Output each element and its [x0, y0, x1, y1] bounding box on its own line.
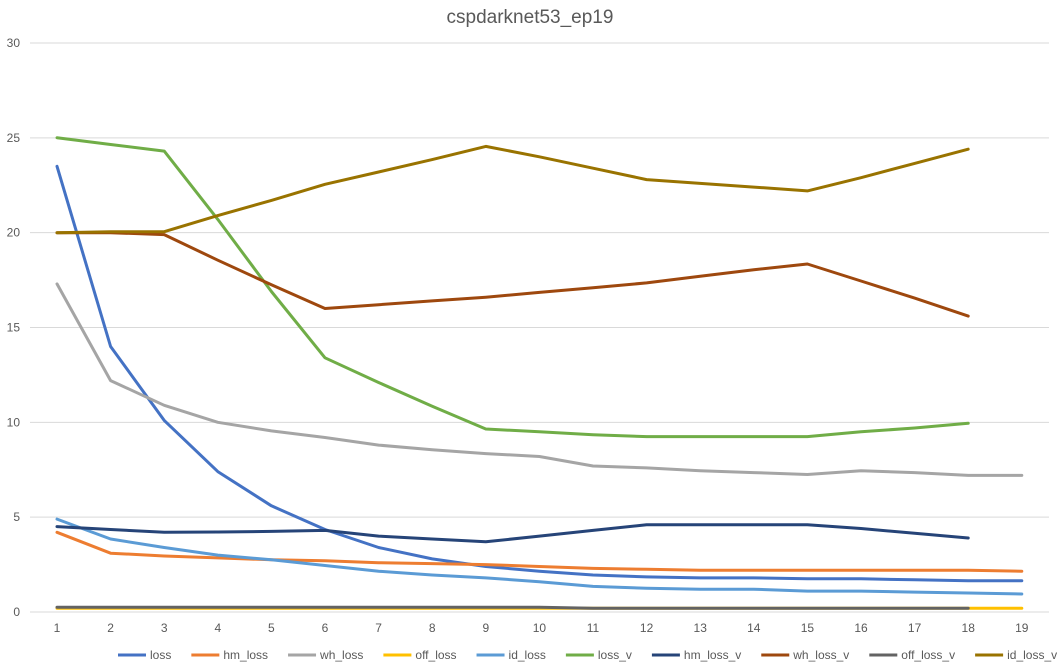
x-tick-label: 8 [429, 621, 436, 635]
series-line-hm-loss [55, 530, 1024, 573]
x-tick-label: 17 [908, 621, 922, 635]
x-tick-label: 1 [54, 621, 61, 635]
x-tick-label: 3 [161, 621, 168, 635]
y-axis-ticks: 0 5 10 15 20 25 30 [7, 36, 21, 619]
legend-label-id-loss: id_loss [509, 648, 546, 662]
x-tick-label: 16 [854, 621, 868, 635]
legend-label-loss: loss [150, 648, 171, 662]
y-tick-label: 5 [13, 510, 20, 524]
legend-label-wh-loss-v: wh_loss_v [792, 648, 849, 662]
x-tick-label: 12 [640, 621, 654, 635]
series-line-loss-v [55, 136, 970, 439]
x-tick-label: 19 [1015, 621, 1029, 635]
x-tick-label: 4 [214, 621, 221, 635]
legend: loss hm_loss wh_loss off_loss id_loss loss_v h… [118, 648, 1057, 662]
y-tick-label: 15 [7, 321, 21, 335]
x-tick-label: 2 [107, 621, 114, 635]
series-line-hm-loss-v [55, 523, 970, 544]
x-tick-label: 6 [322, 621, 329, 635]
x-tick-label: 10 [533, 621, 547, 635]
x-axis-ticks: 1 2 3 4 5 6 7 8 9 10 11 12 13 14 15 16 17 18 19 [54, 621, 1029, 635]
x-tick-label: 11 [587, 621, 600, 635]
x-tick-label: 14 [747, 621, 761, 635]
chart-title: cspdarknet53_ep19 [447, 7, 614, 28]
x-tick-label: 18 [962, 621, 976, 635]
legend-label-off-loss-v: off_loss_v [901, 648, 955, 662]
x-tick-label: 7 [375, 621, 382, 635]
legend-label-hm-loss: hm_loss [223, 648, 268, 662]
series-line-loss [55, 164, 1024, 583]
y-tick-label: 10 [7, 415, 21, 429]
x-tick-label: 13 [694, 621, 708, 635]
series-line-wh-loss-v [55, 231, 970, 318]
x-tick-label: 5 [268, 621, 275, 635]
y-tick-label: 20 [7, 226, 21, 240]
legend-label-id-loss-v: id_loss_v [1007, 648, 1057, 662]
x-tick-label: 9 [482, 621, 489, 635]
legend-label-off-loss: off_loss [415, 648, 456, 662]
y-tick-label: 25 [7, 131, 21, 145]
series-lines [55, 136, 1024, 610]
legend-label-wh-loss: wh_loss [319, 648, 363, 662]
x-tick-label: 15 [801, 621, 815, 635]
series-line-id-loss [55, 517, 1024, 596]
y-tick-label: 30 [7, 36, 21, 50]
series-line-id-loss-v [55, 144, 970, 235]
grid-lines [30, 42, 1049, 613]
legend-label-hm-loss-v: hm_loss_v [684, 648, 741, 662]
series-line-wh-loss [55, 282, 1024, 477]
series-line-off-loss-v [55, 605, 970, 610]
legend-label-loss-v: loss_v [598, 648, 632, 662]
y-tick-label: 0 [13, 605, 20, 619]
